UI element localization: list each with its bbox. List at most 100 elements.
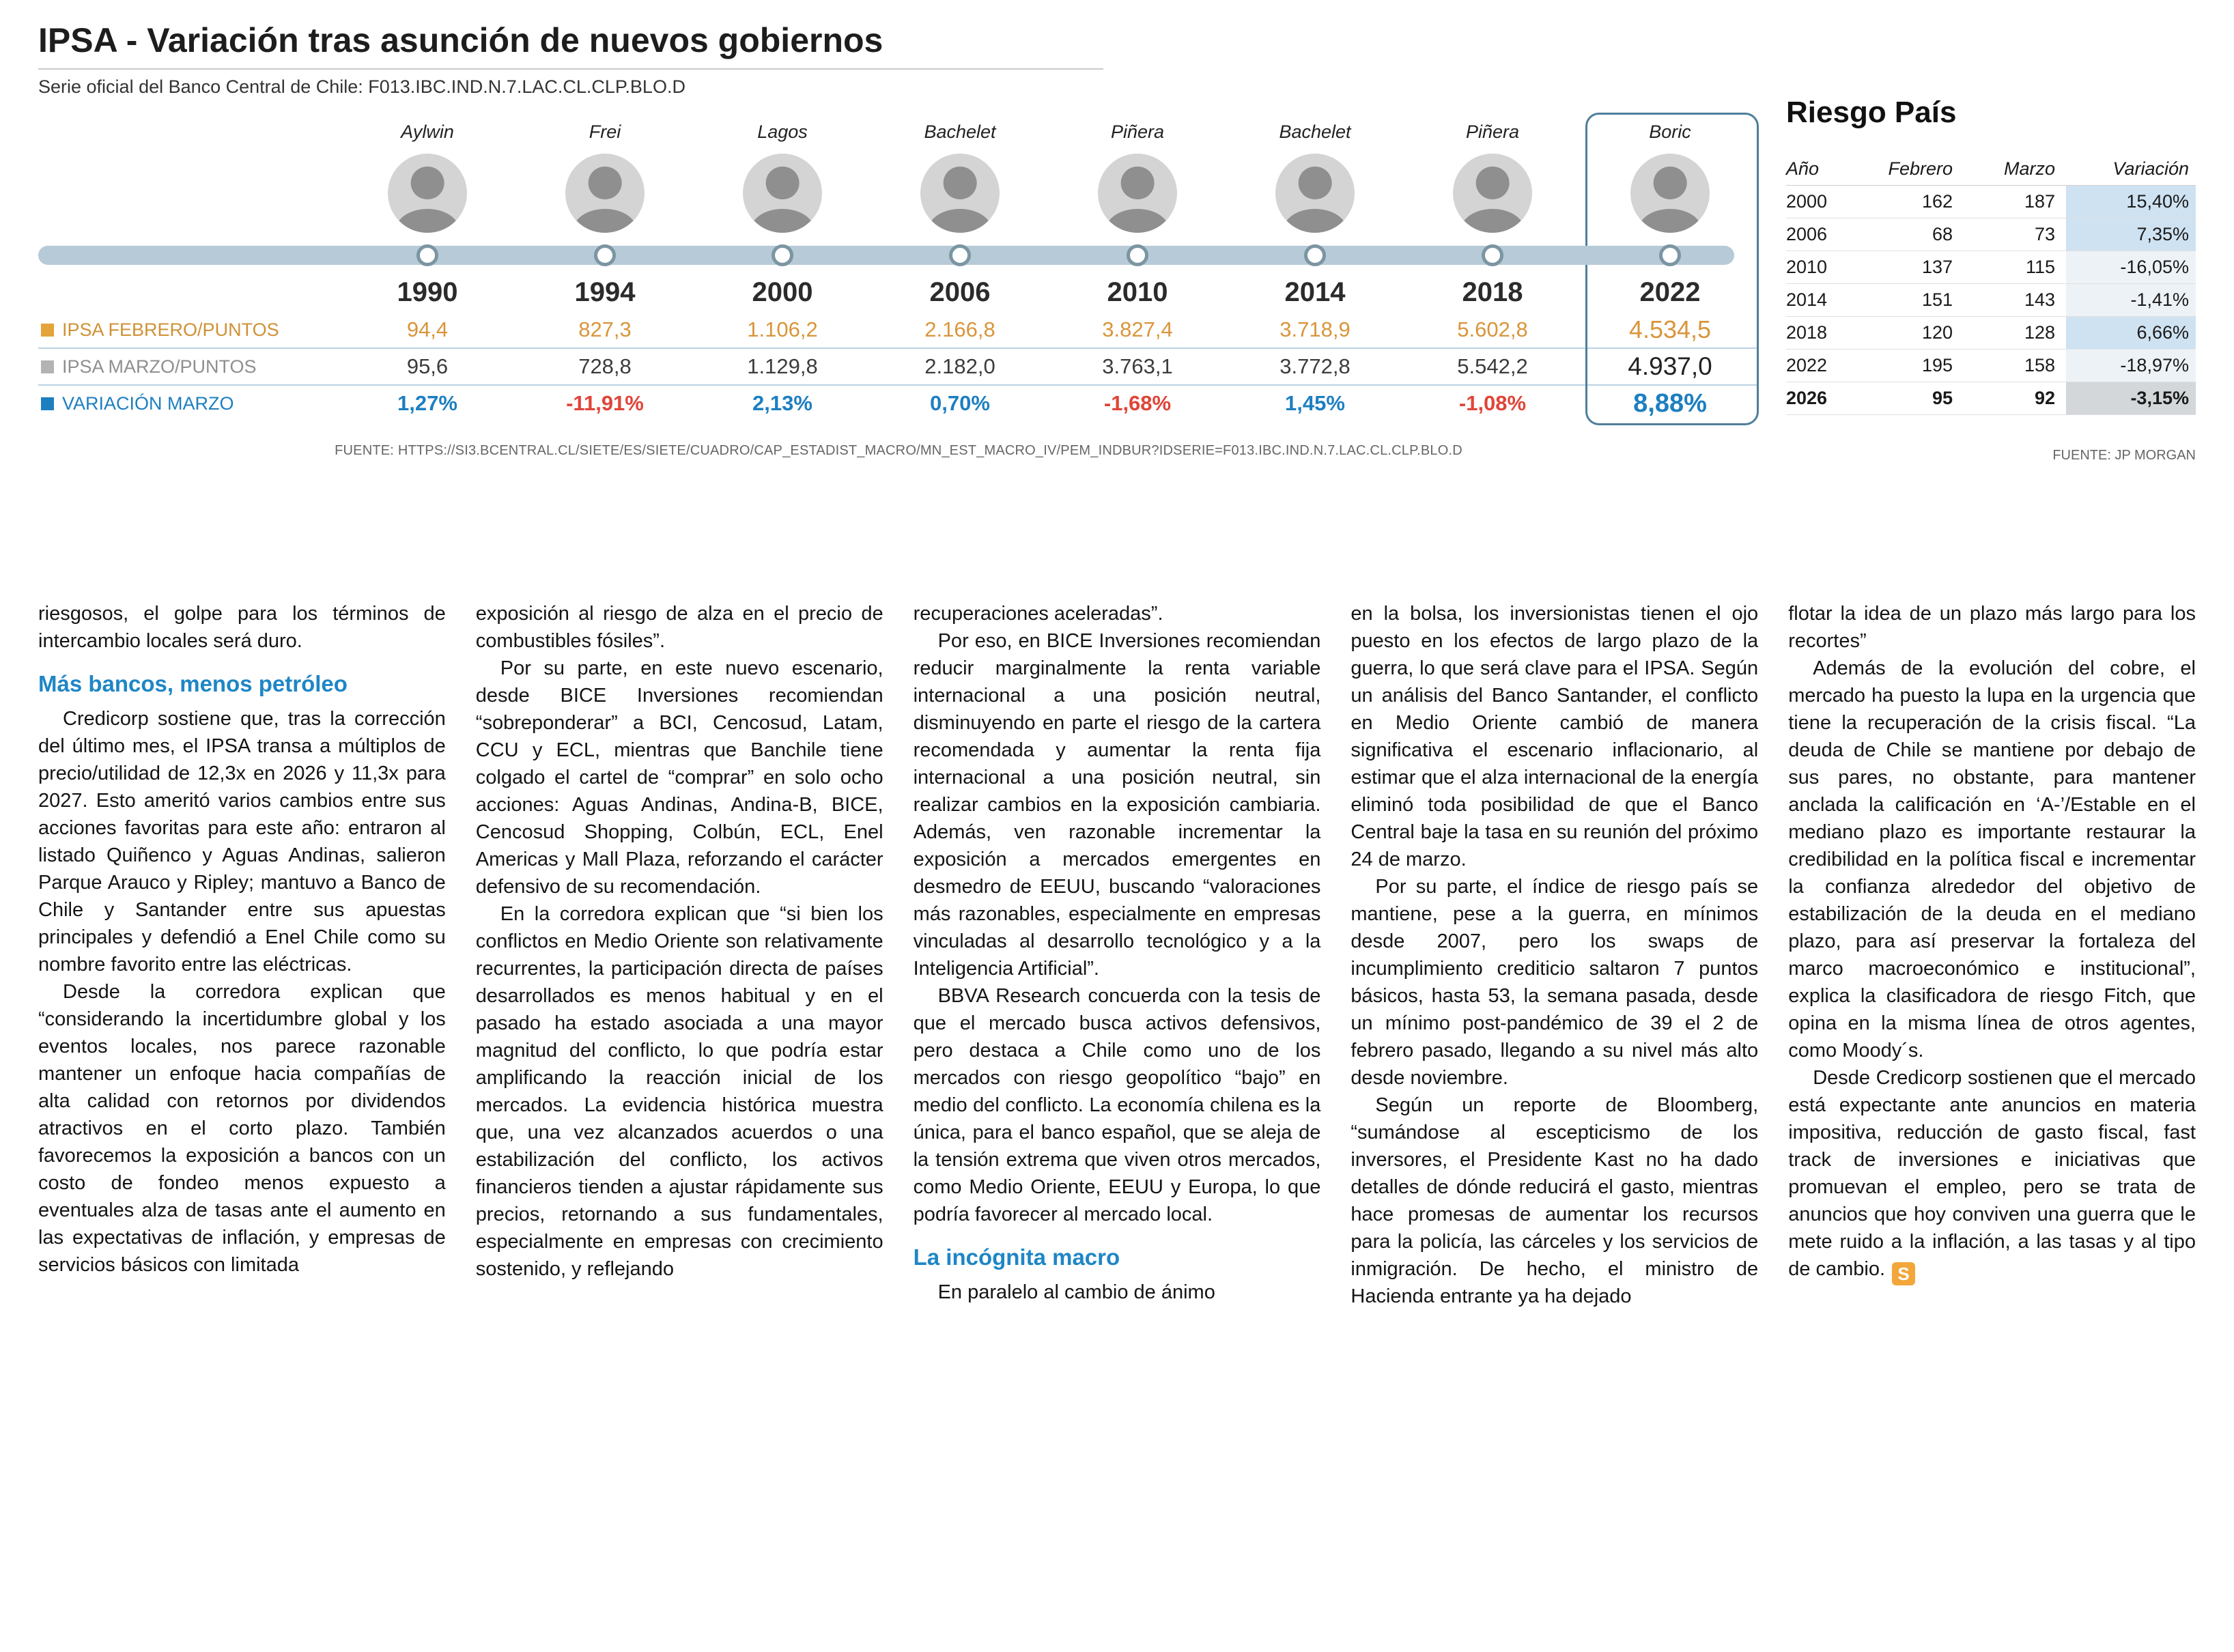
timeline-row: [38, 238, 1759, 272]
president-name: Piñera: [1110, 121, 1165, 142]
paragraph: BBVA Research concuerda con la tesis de …: [913, 985, 1321, 1225]
riesgo-cell: 162: [1921, 191, 1953, 212]
marzo-value-boric: 4.937,0: [1628, 352, 1712, 380]
riesgo-cell: 158: [2024, 355, 2055, 375]
president-name: Piñera: [1465, 121, 1520, 142]
year-label: 1990: [397, 276, 458, 307]
timeline-node: [1482, 244, 1503, 266]
article-column-1: riesgosos, el golpe para los términos de…: [38, 600, 446, 1310]
febrero-value: 1.106,2: [747, 317, 818, 341]
marzo-value: 3.763,1: [1102, 354, 1173, 378]
riesgo-pais-panel: Riesgo País Año Febrero Marzo Variación …: [1786, 20, 2196, 464]
president-photo-lagos: [743, 154, 822, 233]
president-name: Lagos: [757, 121, 808, 142]
newspaper-page: IPSA - Variación tras asunción de nuevos…: [0, 0, 2234, 1310]
riesgo-cell: 2026: [1786, 388, 1828, 408]
paragraph: Por su parte, en este nuevo escenario, d…: [475, 657, 883, 898]
marzo-value: 1.129,8: [747, 354, 818, 378]
riesgo-cell: 92: [2034, 388, 2055, 408]
paragraph: En paralelo al cambio de ánimo: [937, 1281, 1215, 1303]
president-photo-boric: [1630, 154, 1710, 233]
timeline-node: [772, 244, 793, 266]
article-body: riesgosos, el golpe para los términos de…: [38, 600, 2196, 1310]
timeline-bar: [38, 246, 1734, 265]
ipsa-chart-block: IPSA - Variación tras asunción de nuevos…: [38, 20, 1759, 464]
riesgo-cell: 2018: [1786, 322, 1828, 343]
years-row: 1990 1994 2000 2006 2010 2014 2018 2022: [38, 272, 1759, 312]
marzo-value: 2.182,0: [924, 354, 995, 378]
paragraph: riesgosos, el golpe para los términos de…: [38, 603, 446, 652]
riesgo-col-variacion: Variación: [2112, 158, 2189, 179]
row-label-text: VARIACIÓN MARZO: [62, 393, 234, 414]
paragraph: Desde la corredora explican que “conside…: [38, 981, 446, 1276]
paragraph: Según un reporte de Bloomberg, “sumándos…: [1351, 1094, 1759, 1307]
febrero-value: 827,3: [578, 317, 632, 341]
president-names-row: Aylwin Frei Lagos Bachelet Piñera Bachel…: [38, 118, 1759, 145]
riesgo-cell-variacion: -18,97%: [2066, 350, 2196, 382]
table-row: 2026 95 92 -3,15%: [1786, 382, 2196, 415]
year-label: 2018: [1462, 276, 1523, 307]
paragraph: recuperaciones aceleradas”.: [913, 603, 1163, 625]
riesgo-cell: 2014: [1786, 289, 1828, 310]
riesgo-source: FUENTE: JP MORGAN: [2052, 448, 2196, 463]
variacion-value: -1,08%: [1458, 391, 1527, 415]
timeline-node: [1659, 244, 1681, 266]
variacion-value: 1,45%: [1285, 391, 1345, 415]
marzo-value: 3.772,8: [1279, 354, 1351, 378]
row-label-text: IPSA MARZO/PUNTOS: [62, 356, 257, 377]
riesgo-header-row: Año Febrero Marzo Variación: [1786, 153, 2196, 186]
variacion-marzo-label: VARIACIÓN MARZO: [38, 393, 339, 414]
variacion-value: 2,13%: [752, 391, 812, 415]
president-photo-aylwin: [388, 154, 467, 233]
riesgo-cell: 2006: [1786, 224, 1828, 244]
ipsa-febrero-row: IPSA FEBRERO/PUNTOS 94,4 827,3 1.106,2 2…: [38, 312, 1759, 349]
table-row: 2010 137 115 -16,05%: [1786, 251, 2196, 284]
ipsa-marzo-row: IPSA MARZO/PUNTOS 95,6 728,8 1.129,8 2.1…: [38, 349, 1759, 386]
paragraph: Desde Credicorp sostienen que el mercado…: [1788, 1064, 2196, 1285]
riesgo-pais-title: Riesgo País: [1786, 96, 1957, 129]
row-label-text: IPSA FEBRERO/PUNTOS: [62, 319, 279, 340]
paragraph: flotar la idea de un plazo más largo par…: [1788, 603, 2196, 652]
paragraph: Credicorp sostiene que, tras la correcci…: [38, 708, 446, 975]
president-photo-frei: [565, 154, 645, 233]
febrero-value: 2.166,8: [924, 317, 995, 341]
riesgo-col-febrero: Febrero: [1888, 158, 1953, 179]
febrero-legend-square-icon: [41, 323, 54, 337]
variacion-value: -1,68%: [1103, 391, 1172, 415]
marzo-value: 5.542,2: [1457, 354, 1528, 378]
president-photos-row: [38, 145, 1759, 238]
riesgo-cell: 95: [1932, 388, 1953, 408]
president-photo-bachelet-1: [920, 154, 1000, 233]
riesgo-cell: 137: [1921, 257, 1953, 277]
riesgo-cell: 68: [1932, 224, 1953, 244]
article-column-5: flotar la idea de un plazo más largo par…: [1788, 600, 2196, 1310]
timeline-node: [1304, 244, 1326, 266]
variacion-value-boric: 8,88%: [1633, 388, 1707, 418]
article-column-3: recuperaciones aceleradas”. Por eso, en …: [914, 600, 1321, 1310]
riesgo-cell-variacion: -3,15%: [2066, 382, 2196, 414]
timeline-node: [949, 244, 971, 266]
riesgo-cell-variacion: -1,41%: [2066, 284, 2196, 316]
article-column-4: en la bolsa, los inversionistas tienen e…: [1351, 600, 1758, 1310]
febrero-value-boric: 4.534,5: [1628, 315, 1712, 343]
table-row: 2014 151 143 -1,41%: [1786, 284, 2196, 317]
marzo-legend-square-icon: [41, 360, 54, 373]
article-column-2: exposición al riesgo de alza en el preci…: [476, 600, 883, 1310]
variacion-legend-square-icon: [41, 397, 54, 410]
riesgo-cell: 128: [2024, 322, 2055, 343]
infographic-section: IPSA - Variación tras asunción de nuevos…: [38, 20, 2196, 464]
paragraph-text: Desde Credicorp sostienen que el mercado…: [1788, 1067, 2196, 1280]
president-photo-pinera-2: [1453, 154, 1532, 233]
riesgo-cell-variacion: -16,05%: [2066, 251, 2196, 283]
riesgo-cell: 120: [1921, 322, 1953, 343]
riesgo-cell: 2022: [1786, 355, 1828, 375]
table-row: 2018 120 128 6,66%: [1786, 317, 2196, 350]
year-label: 1994: [574, 276, 636, 307]
paragraph: En la corredora explican que “si bien lo…: [475, 903, 883, 1280]
riesgo-cell-variacion: 7,35%: [2066, 218, 2196, 251]
section-heading: Más bancos, menos petróleo: [38, 671, 348, 696]
riesgo-cell: 2000: [1786, 191, 1828, 212]
riesgo-cell: 187: [2024, 191, 2055, 212]
paragraph: Por su parte, el índice de riesgo país s…: [1351, 876, 1759, 1089]
paragraph: Además de la evolución del cobre, el mer…: [1788, 657, 2196, 1062]
